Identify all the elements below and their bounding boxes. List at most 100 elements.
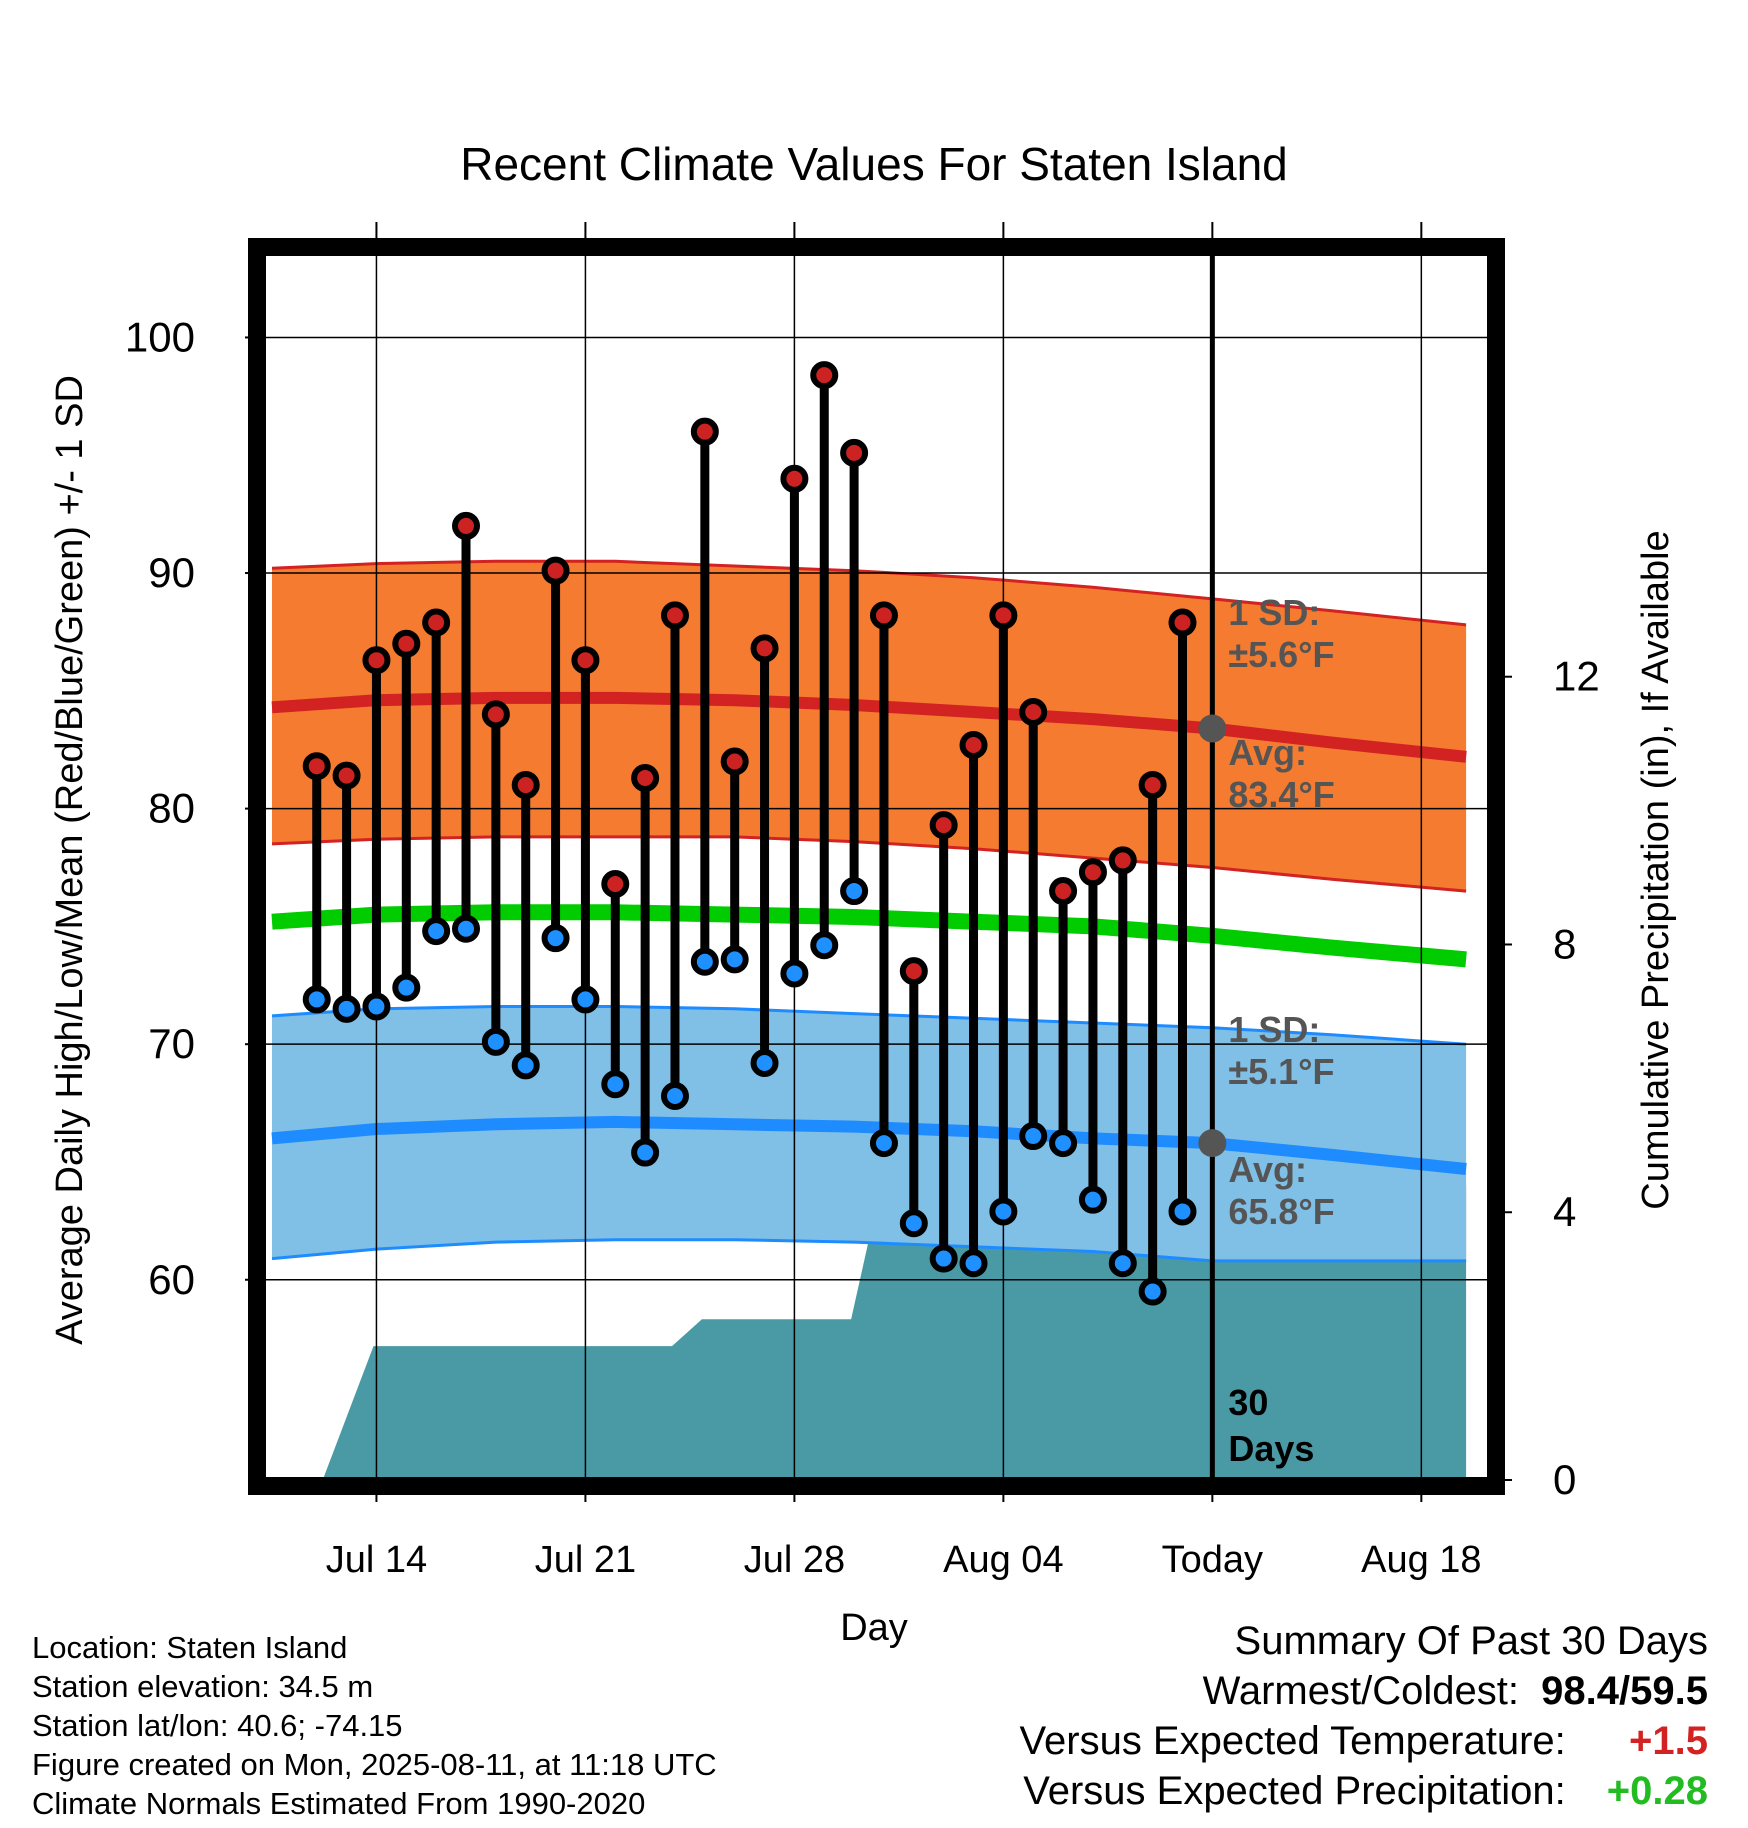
y2-tick-label: 4 (1553, 1188, 1576, 1235)
high-point (1049, 877, 1078, 906)
low-point (362, 992, 391, 1021)
high-point (720, 747, 749, 776)
y2-tick-label: 8 (1553, 920, 1576, 967)
low-point (1168, 1197, 1197, 1226)
high-sd-label: 1 SD: (1228, 592, 1320, 633)
y-axis-label: Average Daily High/Low/Mean (Red/Blue/Gr… (49, 375, 91, 1345)
low-point (1078, 1185, 1107, 1214)
latlon-text: Station lat/lon: 40.6; -74.15 (32, 1708, 403, 1743)
low-point (750, 1049, 779, 1078)
low-point (989, 1197, 1018, 1226)
y-tick-label: 70 (148, 1020, 195, 1067)
high-point (840, 438, 869, 467)
warmest-coldest-label: Warmest/Coldest: (1202, 1669, 1519, 1713)
high-point (750, 634, 779, 663)
high-point (422, 608, 451, 637)
high-point (1138, 771, 1167, 800)
low-sd-label: 1 SD: (1228, 1009, 1320, 1050)
high-point (362, 646, 391, 675)
low-point (631, 1138, 660, 1167)
mean-line (271, 904, 1467, 968)
x-tick-label: Jul 28 (744, 1539, 845, 1581)
x-tick-label: Today (1162, 1539, 1263, 1581)
high-point (511, 771, 540, 800)
summary-title: Summary Of Past 30 Days (1234, 1619, 1708, 1663)
high-point (1168, 608, 1197, 637)
plot-frame (248, 238, 1505, 1495)
high-point (332, 761, 361, 790)
temp-anomaly-row: Versus Expected Temperature: +1.5 (1020, 1716, 1708, 1766)
x-axis-label: Day (840, 1607, 908, 1649)
low-point (541, 924, 570, 953)
high-point (1078, 858, 1107, 887)
high-point (631, 763, 660, 792)
created-text: Figure created on Mon, 2025-08-11, at 11… (32, 1747, 717, 1782)
low-point (332, 994, 361, 1023)
precip-anomaly-label: Versus Expected Precipitation: (1023, 1769, 1566, 1813)
high-point (571, 646, 600, 675)
low-point (1049, 1129, 1078, 1158)
today-high-marker (1198, 714, 1227, 743)
low-point (571, 985, 600, 1014)
low-sd-band (272, 1006, 1467, 1261)
low-point (1108, 1249, 1137, 1278)
summary-panel: Summary Of Past 30 Days Warmest/Coldest:… (1020, 1616, 1708, 1816)
low-point (511, 1051, 540, 1080)
low-sd-value: ±5.1°F (1228, 1051, 1334, 1092)
high-point (392, 629, 421, 658)
low-point (720, 945, 749, 974)
y2-tick-label: 0 (1553, 1456, 1576, 1503)
low-point (601, 1070, 630, 1099)
high-point (302, 752, 331, 781)
warmest-coldest-value: 98.4/59.5 (1541, 1669, 1708, 1713)
high-point (899, 957, 928, 986)
low-point (1019, 1122, 1048, 1151)
location-text: Location: Staten Island (32, 1630, 348, 1665)
low-point (481, 1027, 510, 1056)
high-point (690, 417, 719, 446)
low-point (660, 1082, 689, 1111)
today-days-label: 30 (1228, 1382, 1268, 1423)
low-point (899, 1209, 928, 1238)
high-point (869, 601, 898, 630)
high-point (541, 556, 570, 585)
low-point (929, 1244, 958, 1273)
low-point (959, 1249, 988, 1278)
high-point (1108, 846, 1137, 875)
low-avg-label: Avg: (1228, 1149, 1307, 1190)
high-point (481, 700, 510, 729)
high-point (780, 464, 809, 493)
high-avg-label: Avg: (1228, 732, 1307, 773)
high-point (601, 869, 630, 898)
low-point (302, 985, 331, 1014)
high-point (959, 731, 988, 759)
warmest-coldest-row: Warmest/Coldest: 98.4/59.5 (1020, 1666, 1708, 1716)
high-avg-value: 83.4°F (1228, 774, 1334, 815)
low-point (452, 914, 481, 943)
low-point (392, 973, 421, 1002)
high-point (929, 811, 958, 840)
low-avg-line (271, 1115, 1467, 1175)
low-avg-value: 65.8°F (1228, 1191, 1334, 1232)
x-tick-label: Jul 14 (326, 1539, 427, 1581)
high-point (1019, 698, 1048, 727)
normals-text: Climate Normals Estimated From 1990-2020 (32, 1786, 646, 1821)
elevation-text: Station elevation: 34.5 m (32, 1669, 374, 1704)
low-point (690, 947, 719, 976)
high-point (660, 601, 689, 630)
y2-tick-label: 12 (1553, 653, 1600, 700)
x-tick-label: Aug 04 (943, 1539, 1063, 1581)
low-point (780, 959, 809, 988)
low-point (1138, 1277, 1167, 1306)
high-point (810, 361, 839, 390)
y-tick-label: 100 (125, 313, 195, 360)
low-lower-line (271, 1238, 1467, 1263)
y-tick-label: 60 (148, 1256, 195, 1303)
x-tick-label: Jul 21 (535, 1539, 636, 1581)
y2-axis-label: Cumulative Precipitation (in), If Availa… (1635, 530, 1677, 1209)
low-point (422, 917, 451, 946)
precip-anomaly-value: +0.28 (1606, 1769, 1708, 1813)
y-tick-label: 80 (148, 785, 195, 832)
temp-anomaly-value: +1.5 (1629, 1719, 1708, 1763)
x-tick-label: Aug 18 (1361, 1539, 1481, 1581)
